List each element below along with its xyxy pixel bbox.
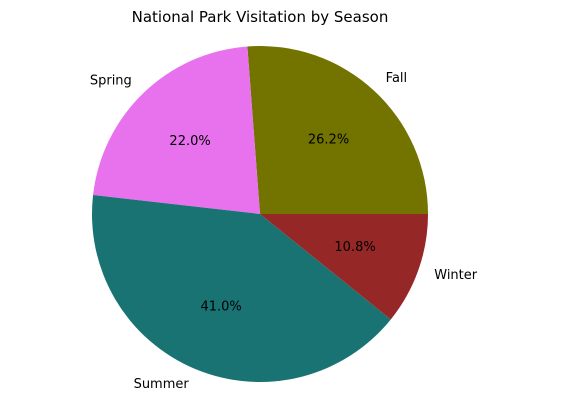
pie-slices [91, 46, 428, 382]
slice-label-fall: Fall [386, 71, 407, 86]
slice-labels: Fall Spring Summer Winter [90, 71, 478, 392]
pie-slice-spring [93, 46, 260, 215]
percentage-labels: 26.2% 22.0% 41.0% 10.8% [169, 133, 375, 315]
chart-title: National Park Visitation by Season [132, 8, 389, 26]
slice-percent-summer: 41.0% [200, 300, 241, 315]
slice-label-summer: Summer [134, 377, 190, 392]
pie-slice-fall [247, 46, 428, 214]
pie-slice-winter [260, 214, 428, 320]
pie-slice-summer [91, 195, 391, 382]
slice-percent-fall: 26.2% [308, 133, 349, 148]
slice-label-spring: Spring [90, 73, 132, 88]
slice-percent-winter: 10.8% [334, 240, 375, 255]
slice-label-winter: Winter [434, 268, 478, 283]
slice-percent-spring: 22.0% [169, 134, 210, 149]
